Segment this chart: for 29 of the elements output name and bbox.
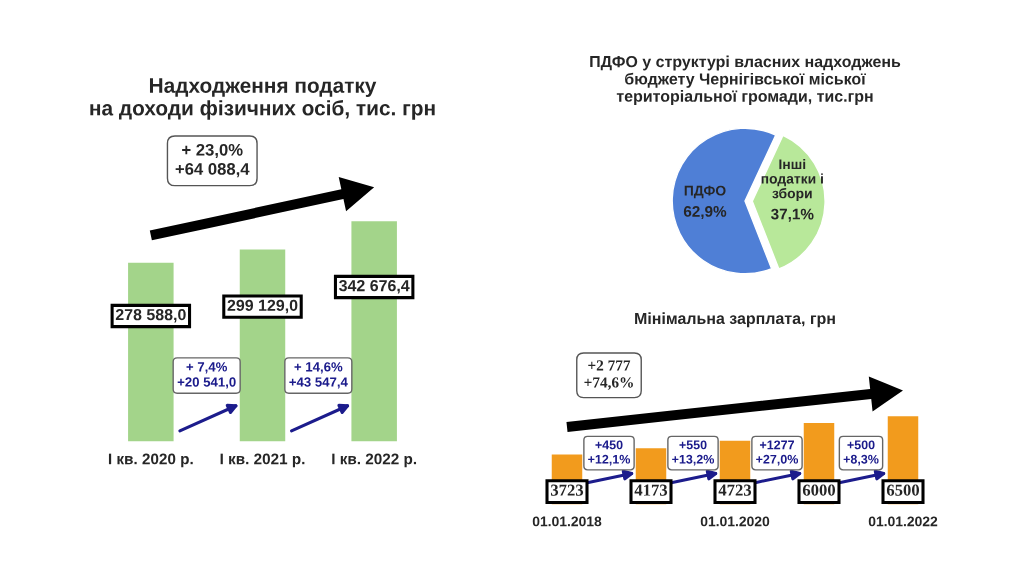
slice-label: ПДФО [684, 185, 726, 199]
data-label: 342 676,4 [339, 279, 410, 294]
x-tick-label: 01.01.2022 [868, 516, 938, 527]
data-label: 4173 [634, 484, 668, 496]
annotation: + 7,4% +20 541,0 [177, 362, 236, 389]
data-label: 278 588,0 [115, 308, 186, 323]
data-label: 299 129,0 [227, 299, 298, 314]
annotation: +1277 +27,0% [756, 440, 799, 466]
text: +2 777 +74,6% [584, 360, 633, 390]
data-label: 62,9% [683, 205, 727, 220]
slice-label: Інші податки і збори [761, 159, 823, 202]
annotation: +550 +13,2% [672, 440, 715, 466]
text: + 23,0% +64 088,4 [175, 143, 250, 178]
chart-title: ПДФО у структурі власних надходжень бюджету Чернігівської міської територіальної громади, тис.грн [590, 55, 901, 105]
data-label: 3723 [550, 484, 584, 496]
annotation: +450 +12,1% [588, 440, 631, 466]
data-label: 6500 [886, 484, 920, 496]
data-label: 6000 [802, 484, 836, 496]
annotation: + 14,6% +43 547,4 [289, 362, 348, 389]
data-label: 37,1% [770, 208, 814, 222]
x-tick-label: I кв. 2020 р. [108, 453, 193, 468]
chart-title: Надходження податку на доходи фізичних осіб, тис. грн [90, 78, 435, 120]
x-tick-label: 01.01.2020 [700, 516, 770, 527]
chart-title: Мінімальна зарплата, грн [635, 312, 835, 328]
data-label: 4723 [718, 484, 752, 496]
x-tick-label: 01.01.2018 [532, 516, 602, 527]
x-tick-label: I кв. 2022 р. [332, 453, 417, 468]
x-tick-label: I кв. 2021 р. [220, 453, 305, 468]
annotation: +500 +8,3% [843, 440, 879, 466]
